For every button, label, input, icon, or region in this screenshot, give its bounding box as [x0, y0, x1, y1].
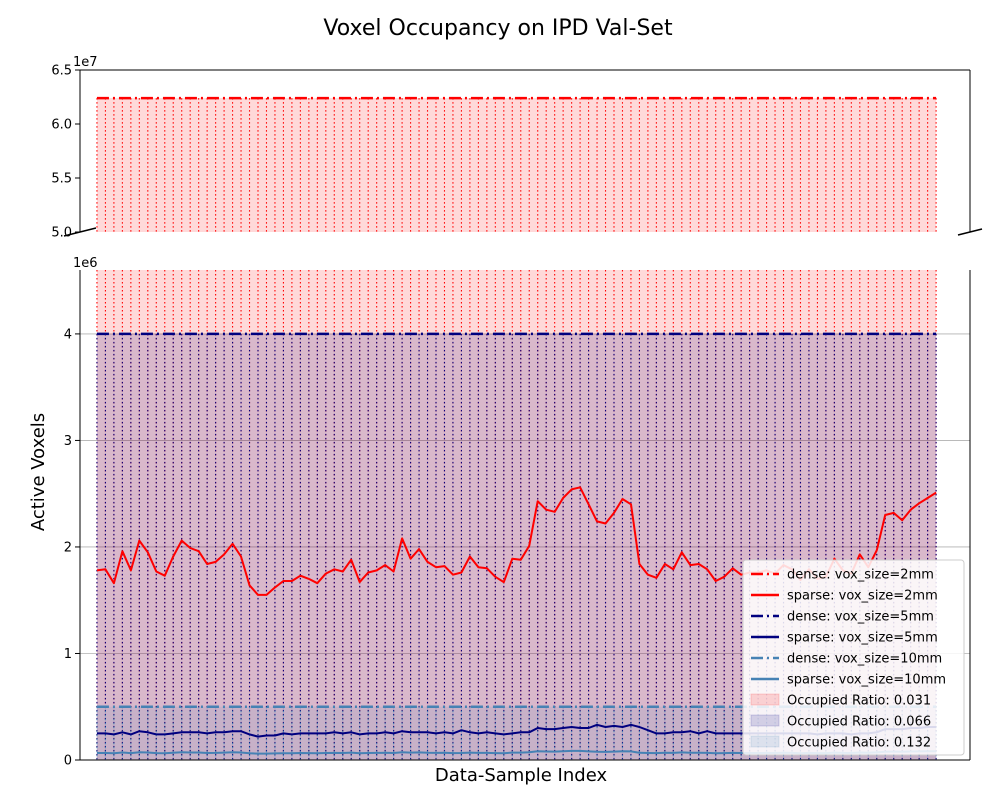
legend-entry-0: dense: vox_size=2mm: [751, 568, 934, 583]
upper-tick-label-1: 5.5: [51, 172, 72, 187]
vlines-lower-1: [96, 333, 937, 760]
legend: dense: vox_size=2mm sparse: vox_size=2mmd…: [742, 559, 965, 756]
upper-tick-label-3: 6.5: [51, 64, 72, 79]
legend-swatch-8: [750, 735, 780, 748]
break-mark-right: [957, 228, 983, 236]
legend-label-1: sparse: vox_size=2mm: [787, 589, 938, 604]
legend-label-2: dense: vox_size=5mm: [787, 610, 934, 625]
lower-tick-label-1: 1: [64, 647, 72, 662]
legend-entry-2: dense: vox_size=5mm: [751, 610, 934, 625]
legend-entry-3: sparse: vox_size=5mm: [751, 631, 938, 646]
upper-panel: 5.0 5.5 6.0 6.5: [51, 64, 971, 241]
legend-entry-1: sparse: vox_size=2mm: [751, 589, 938, 604]
legend-swatch-7: [750, 714, 780, 727]
x-axis-label: Data-Sample Index: [435, 765, 608, 786]
break-mark-left: [63, 227, 97, 237]
upper-plot-area: [96, 96, 937, 232]
lower-tick-label-0: 0: [64, 754, 72, 769]
legend-label-7: Occupied Ratio: 0.066: [787, 715, 931, 730]
y-axis-label: Active Voxels: [28, 413, 49, 531]
lower-scale-label: 1e6: [73, 256, 98, 271]
legend-label-6: Occupied Ratio: 0.031: [787, 694, 931, 709]
legend-entry-6: Occupied Ratio: 0.031: [750, 693, 931, 709]
legend-swatch-6: [750, 693, 780, 706]
upper-tick-label-0: 5.0: [51, 226, 72, 241]
legend-label-3: sparse: vox_size=5mm: [787, 631, 938, 646]
lower-tick-label-3: 3: [64, 434, 72, 449]
legend-label-5: sparse: vox_size=10mm: [787, 673, 946, 688]
fill-upper-0: [96, 98, 937, 232]
upper-tick-label-2: 6.0: [51, 118, 72, 133]
legend-box: [742, 559, 965, 756]
lower-tick-label-4: 4: [64, 327, 72, 342]
legend-entry-5: sparse: vox_size=10mm: [751, 673, 946, 688]
legend-entry-8: Occupied Ratio: 0.132: [750, 735, 931, 751]
axis-break-marks: [63, 227, 983, 237]
upper-scale-label: 1e7: [73, 55, 98, 70]
legend-entry-7: Occupied Ratio: 0.066: [750, 714, 931, 730]
legend-label-8: Occupied Ratio: 0.132: [787, 736, 931, 751]
chart-title: Voxel Occupancy on IPD Val-Set: [323, 16, 673, 41]
lower-tick-label-2: 2: [64, 540, 72, 555]
legend-entry-4: dense: vox_size=10mm: [751, 652, 942, 667]
legend-label-4: dense: vox_size=10mm: [787, 652, 942, 667]
legend-label-0: dense: vox_size=2mm: [787, 568, 934, 583]
